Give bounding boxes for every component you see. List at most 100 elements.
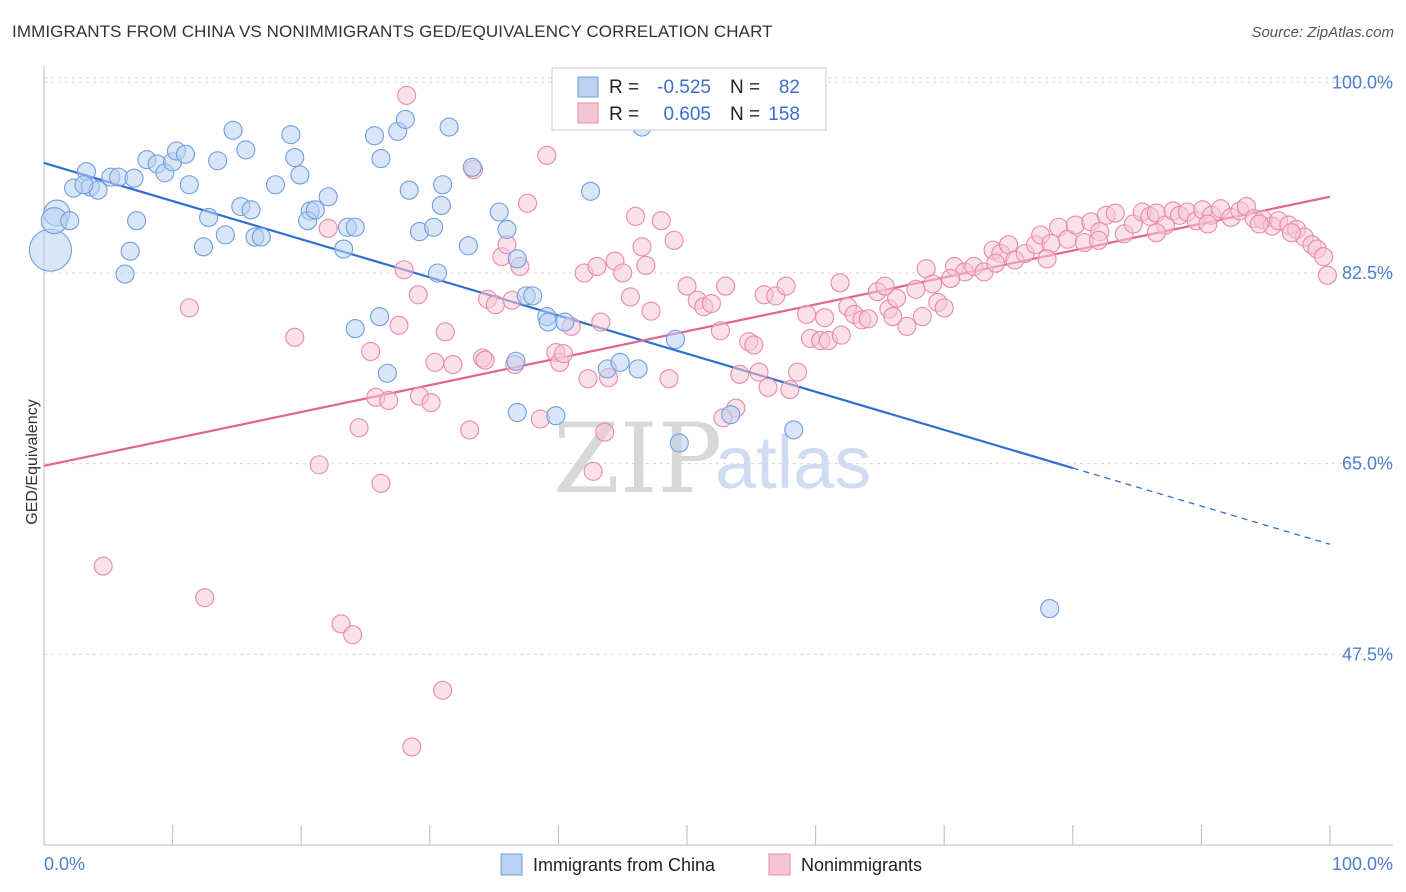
nonimmigrant-point	[379, 390, 399, 411]
stats-swatch-blue	[577, 76, 599, 98]
china-point	[127, 211, 147, 231]
china-point	[665, 329, 685, 350]
china-point	[433, 175, 453, 195]
legend-label-nonimmigrants: Nonimmigrants	[801, 855, 922, 875]
nonimmigrant-point	[517, 193, 538, 213]
source-credit: Source: ZipAtlas.com	[1251, 24, 1394, 41]
nonimmigrant-point	[749, 362, 769, 382]
stats-box: R = -0.525 N = 82 R = 0.605 N = 158	[551, 67, 827, 131]
nonimmigrant-point	[883, 307, 903, 327]
nonimmigrant-point	[475, 350, 495, 370]
x-tick-label-max: 100.0%	[1332, 854, 1393, 874]
nonimmigrant-point	[578, 369, 598, 389]
nonimmigrant-point	[875, 276, 895, 296]
nonimmigrant-point	[941, 268, 961, 289]
china-point	[377, 363, 397, 383]
china-point	[175, 144, 196, 164]
china-point	[305, 200, 325, 220]
nonimmigrant-point	[758, 377, 778, 397]
nonimmigrant-point	[397, 85, 417, 105]
nonimmigrant-point	[394, 260, 414, 280]
nonimmigrant-point	[1088, 230, 1109, 250]
stats-swatch-pink	[577, 102, 599, 124]
nonimmigrant-point	[318, 218, 338, 238]
china-point	[721, 405, 741, 425]
china-point	[251, 227, 271, 247]
nonimmigrant-point	[93, 556, 113, 576]
china-point	[507, 249, 527, 269]
nonimmigrant-point	[349, 418, 369, 438]
nonimmigrant-point	[1198, 214, 1218, 234]
nonimmigrant-point	[906, 279, 926, 299]
nonimmigrant-point	[858, 309, 878, 329]
nonimmigrant-point	[583, 461, 603, 481]
nonimmigrant-point	[179, 298, 199, 318]
legend-label-china: Immigrants from China	[533, 855, 716, 875]
china-point	[60, 211, 80, 231]
nonimmigrant-point	[1314, 247, 1334, 267]
stats-n-label-blue: N =	[730, 77, 760, 98]
nonimmigrant-point	[701, 293, 721, 314]
nonimmigrant-point	[815, 308, 835, 328]
china-point	[555, 312, 575, 332]
axes	[43, 66, 1393, 846]
nonimmigrant-point	[435, 322, 455, 342]
nonimmigrant-point	[1037, 249, 1057, 269]
china-point	[523, 286, 543, 306]
stats-r-value-blue: -0.525	[657, 77, 711, 98]
china-point	[124, 168, 144, 188]
nonimmigrant-point	[587, 256, 607, 277]
china-point	[265, 175, 286, 195]
nonimmigrant-point	[425, 352, 445, 372]
china-point	[399, 180, 419, 200]
china-point	[427, 263, 448, 283]
china-point	[370, 307, 390, 327]
nonimmigrant-point	[744, 335, 764, 355]
china-point	[439, 117, 459, 137]
china-point	[193, 237, 214, 257]
nonimmigrant-point	[1281, 223, 1301, 243]
nonimmigrant-point	[1317, 265, 1337, 285]
china-point	[345, 319, 365, 339]
nonimmigrant-point	[195, 588, 215, 608]
nonimmigrant-point	[677, 276, 697, 296]
china-point	[784, 420, 804, 440]
nonimmigrant-point	[408, 285, 428, 305]
nonimmigrant-point	[716, 276, 736, 296]
y-tick-labels: 47.5% 65.0% 82.5% 100.0%	[1332, 72, 1393, 664]
china-point	[74, 175, 94, 195]
nonimmigrant-point	[641, 301, 661, 321]
china-point	[334, 239, 354, 259]
china-point	[223, 120, 243, 140]
nonimmigrant-point	[537, 145, 557, 165]
nonimmigrant-point	[421, 393, 441, 413]
y-tick-label: 82.5%	[1342, 263, 1393, 283]
china-point	[497, 219, 517, 239]
china-point	[628, 359, 648, 379]
nonimmigrant-point	[797, 304, 817, 324]
china-point	[610, 352, 630, 372]
stats-n-value-pink: 158	[768, 104, 800, 125]
china-point	[318, 187, 338, 207]
nonimmigrant-point	[1146, 223, 1166, 243]
nonimmigrant-point	[433, 680, 453, 700]
nonimmigrant-point	[530, 409, 550, 429]
china-point	[120, 241, 140, 261]
china-point	[489, 202, 509, 222]
stats-n-value-blue: 82	[779, 77, 800, 98]
china-point	[371, 149, 391, 169]
china-point	[285, 147, 305, 168]
nonimmigrant-point	[595, 422, 615, 442]
y-tick-label: 100.0%	[1332, 72, 1393, 92]
china-point	[424, 217, 444, 237]
nonimmigrant-point	[659, 369, 679, 389]
nonimmigrant-point	[912, 307, 932, 327]
china-point	[669, 433, 689, 453]
china-point	[546, 406, 566, 426]
china-point	[1040, 599, 1060, 619]
china-point	[290, 165, 310, 185]
china-point	[241, 200, 261, 220]
nonimmigrant-point	[788, 362, 808, 382]
china-point	[364, 126, 385, 146]
chart-title: IMMIGRANTS FROM CHINA VS NONIMMIGRANTS G…	[12, 22, 773, 41]
